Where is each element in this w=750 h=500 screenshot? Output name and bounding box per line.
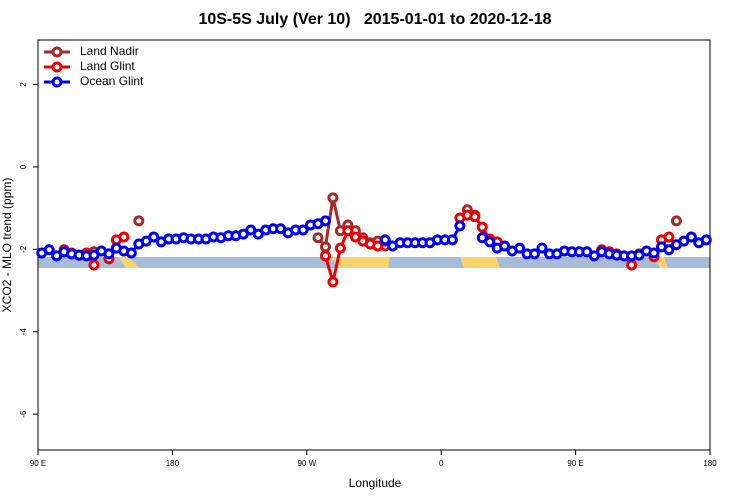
data-point [446,234,458,246]
y-axis-label: XCO2 - MLO trend (ppm) [0,178,14,313]
legend-label: Land Nadir [80,44,139,58]
data-point [297,224,309,236]
x-tick-label: 90 E [567,459,583,468]
data-point [469,211,481,223]
legend-marker [51,76,63,88]
data-point [536,242,548,254]
data-point [319,215,331,227]
data-point [118,231,130,243]
land-strip [460,257,500,268]
x-tick-label: 90 W [297,459,316,468]
data-point [514,242,526,254]
data-point [670,215,682,227]
data-point [43,244,55,256]
data-point [529,248,541,260]
x-tick-label: 90 E [30,459,46,468]
y-tick-label: -2 [19,245,28,253]
data-point [663,231,675,243]
data-point [103,248,115,260]
data-point [499,240,511,252]
data-point [133,215,145,227]
x-axis-label: Longitude [349,476,402,490]
legend-label: Ocean Glint [80,74,144,88]
data-point [685,231,697,243]
data-point [648,247,660,259]
chart-title: 10S-5S July (Ver 10) 2015-01-01 to 2020-… [198,11,551,28]
y-tick-label: 2 [19,82,28,87]
data-point [125,247,137,259]
data-point [342,225,354,237]
data-point [327,192,339,204]
x-tick-label: 180 [166,459,180,468]
land-strip [118,257,140,268]
land-strip [330,257,390,268]
plot-frame [37,39,711,451]
data-point [476,221,488,233]
legend-marker [51,46,63,58]
data-point [663,244,675,256]
data-point [379,234,391,246]
y-tick-label: -6 [19,410,28,418]
data-point [700,234,712,246]
y-tick-label: 0 [19,164,28,169]
data-point [626,259,638,271]
data-point [148,231,160,243]
x-tick-label: 180 [703,459,717,468]
data-point [327,276,339,288]
data-point [319,241,331,253]
data-point [372,240,384,252]
data-point [319,250,331,262]
x-tick-label: 0 [439,459,444,468]
legend-marker [51,61,63,73]
data-point [484,236,496,248]
data-point [454,220,466,232]
y-tick-label: -4 [19,328,28,336]
data-point [88,259,100,271]
legend-label: Land Glint [80,59,135,73]
data-point [312,232,324,244]
data-point [334,242,346,254]
series [36,215,712,262]
